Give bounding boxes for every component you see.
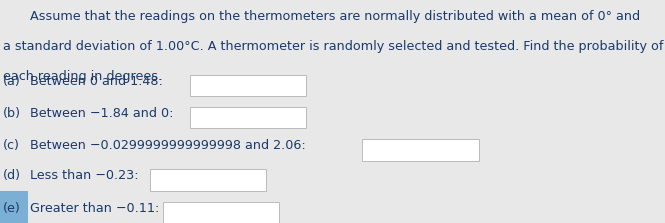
Bar: [150, 169, 266, 191]
Text: (a): (a): [3, 75, 21, 88]
Bar: [163, 202, 279, 223]
Text: (c): (c): [3, 139, 20, 152]
Bar: [190, 107, 306, 128]
Text: (d): (d): [3, 169, 21, 182]
Bar: [190, 75, 306, 96]
Text: each reading in degrees.: each reading in degrees.: [3, 70, 162, 83]
Bar: [0, 191, 28, 223]
Bar: [362, 139, 479, 161]
Text: (e): (e): [3, 202, 21, 215]
Text: Between −1.84 and 0:: Between −1.84 and 0:: [30, 107, 174, 120]
Text: Between −0.0299999999999998 and 2.06:: Between −0.0299999999999998 and 2.06:: [30, 139, 306, 152]
Text: Assume that the readings on the thermometers are normally distributed with a mea: Assume that the readings on the thermome…: [30, 10, 640, 23]
Text: a standard deviation of 1.00°C. A thermometer is randomly selected and tested. F: a standard deviation of 1.00°C. A thermo…: [3, 40, 664, 53]
Text: (b): (b): [3, 107, 21, 120]
Text: Between 0 and 1.48:: Between 0 and 1.48:: [30, 75, 163, 88]
Text: Greater than −0.11:: Greater than −0.11:: [30, 202, 160, 215]
Text: Less than −0.23:: Less than −0.23:: [30, 169, 138, 182]
